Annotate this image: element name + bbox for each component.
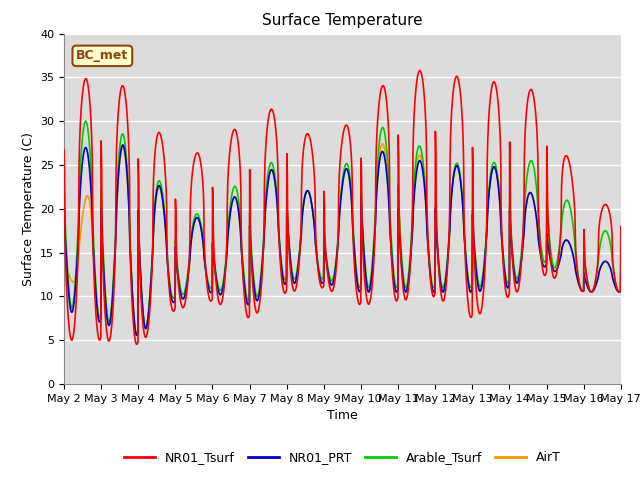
NR01_Tsurf xyxy=(416,68,424,73)
AirT xyxy=(617,269,625,275)
NR01_Tsurf xyxy=(60,147,68,153)
Line: AirT: AirT xyxy=(64,144,621,336)
Arable_Tsurf xyxy=(617,249,625,255)
NR01_PRT xyxy=(359,234,367,240)
Arable_Tsurf xyxy=(505,280,513,286)
Line: Arable_Tsurf: Arable_Tsurf xyxy=(64,121,621,335)
X-axis label: Time: Time xyxy=(327,409,358,422)
AirT xyxy=(505,284,513,290)
Y-axis label: Surface Temperature (C): Surface Temperature (C) xyxy=(22,132,35,286)
Arable_Tsurf xyxy=(60,181,68,187)
Arable_Tsurf xyxy=(359,228,367,234)
NR01_PRT xyxy=(568,248,576,254)
Arable_Tsurf xyxy=(216,287,223,293)
AirT xyxy=(216,291,223,297)
Arable_Tsurf xyxy=(371,217,379,223)
NR01_Tsurf xyxy=(371,237,379,243)
NR01_PRT xyxy=(617,269,625,275)
NR01_PRT xyxy=(216,291,223,297)
NR01_Tsurf xyxy=(216,300,223,306)
Arable_Tsurf xyxy=(82,119,90,124)
Legend: NR01_Tsurf, NR01_PRT, Arable_Tsurf, AirT: NR01_Tsurf, NR01_PRT, Arable_Tsurf, AirT xyxy=(119,446,566,469)
AirT xyxy=(568,248,576,254)
Title: Surface Temperature: Surface Temperature xyxy=(262,13,422,28)
NR01_Tsurf xyxy=(359,241,367,247)
NR01_PRT xyxy=(60,201,68,206)
AirT xyxy=(584,284,591,289)
Text: BC_met: BC_met xyxy=(76,49,129,62)
AirT xyxy=(379,141,387,147)
AirT xyxy=(359,229,367,235)
NR01_PRT xyxy=(371,228,379,234)
AirT xyxy=(371,230,379,236)
NR01_Tsurf xyxy=(133,341,141,347)
Arable_Tsurf xyxy=(568,215,576,221)
NR01_PRT xyxy=(119,142,127,148)
Line: NR01_Tsurf: NR01_Tsurf xyxy=(64,71,621,344)
NR01_Tsurf xyxy=(568,177,576,182)
NR01_PRT xyxy=(584,284,591,289)
NR01_Tsurf xyxy=(584,279,591,285)
NR01_Tsurf xyxy=(617,224,625,229)
Line: NR01_PRT: NR01_PRT xyxy=(64,145,621,336)
NR01_Tsurf xyxy=(505,293,513,299)
NR01_PRT xyxy=(505,284,513,290)
AirT xyxy=(133,333,141,338)
Arable_Tsurf xyxy=(133,332,141,338)
NR01_PRT xyxy=(133,333,141,338)
Arable_Tsurf xyxy=(584,278,591,284)
AirT xyxy=(60,267,68,273)
